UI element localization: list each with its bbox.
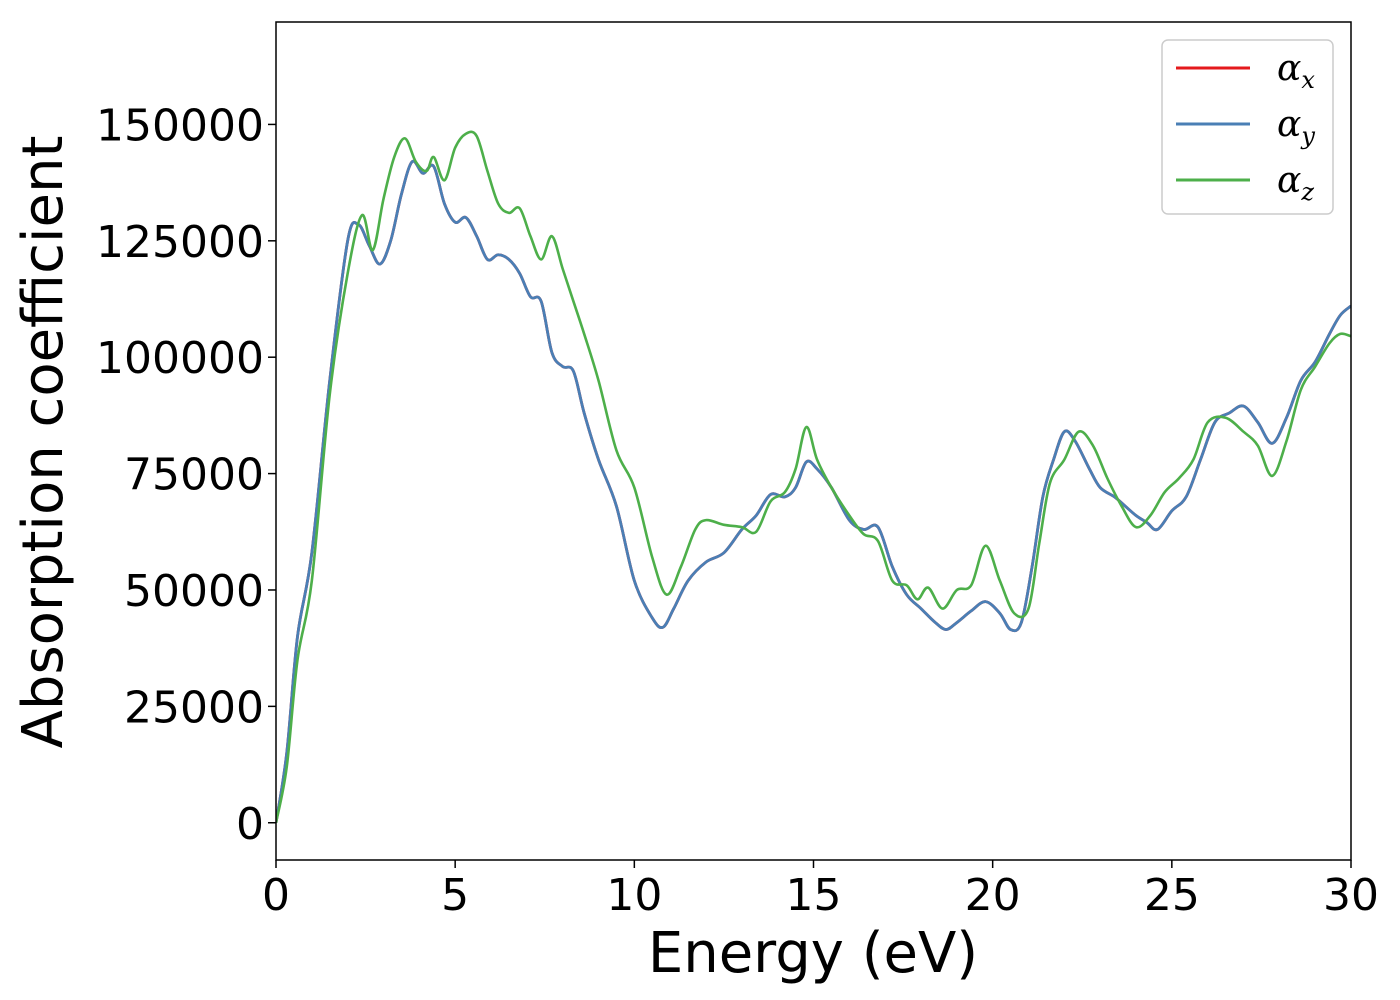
legend-label-alpha-y: αy: [1277, 104, 1315, 150]
y-tick-label: 50000: [124, 566, 264, 617]
y-tick-label: 25000: [124, 682, 264, 733]
y-tick-label: 125000: [96, 217, 264, 268]
series-line-alpha-y: [276, 159, 1351, 823]
x-tick-label: 20: [965, 870, 1021, 921]
y-tick-label: 150000: [96, 100, 264, 151]
x-tick-label: 5: [441, 870, 469, 921]
x-tick-label: 0: [262, 870, 290, 921]
axes-layer: 0 5 10 15 20 25 30 0 25000 50000 75000 100000 125000…: [96, 100, 1379, 921]
y-tick-label: 75000: [124, 450, 264, 501]
legend-box: [1161, 39, 1334, 215]
series-line-alpha-z: [276, 130, 1351, 824]
series-layer: [276, 130, 1351, 824]
y-tick-label: 100000: [96, 333, 264, 384]
y-axis-title: Absorption coefficient: [11, 136, 76, 749]
x-tick-label: 10: [606, 870, 662, 921]
x-tick-label: 15: [786, 870, 842, 921]
y-tick-label: 0: [236, 799, 264, 850]
x-tick-label: 30: [1323, 870, 1379, 921]
x-axis-title: Energy (eV): [648, 921, 978, 986]
x-tick-label: 25: [1144, 870, 1200, 921]
legend-label-alpha-x: αx: [1277, 48, 1315, 94]
